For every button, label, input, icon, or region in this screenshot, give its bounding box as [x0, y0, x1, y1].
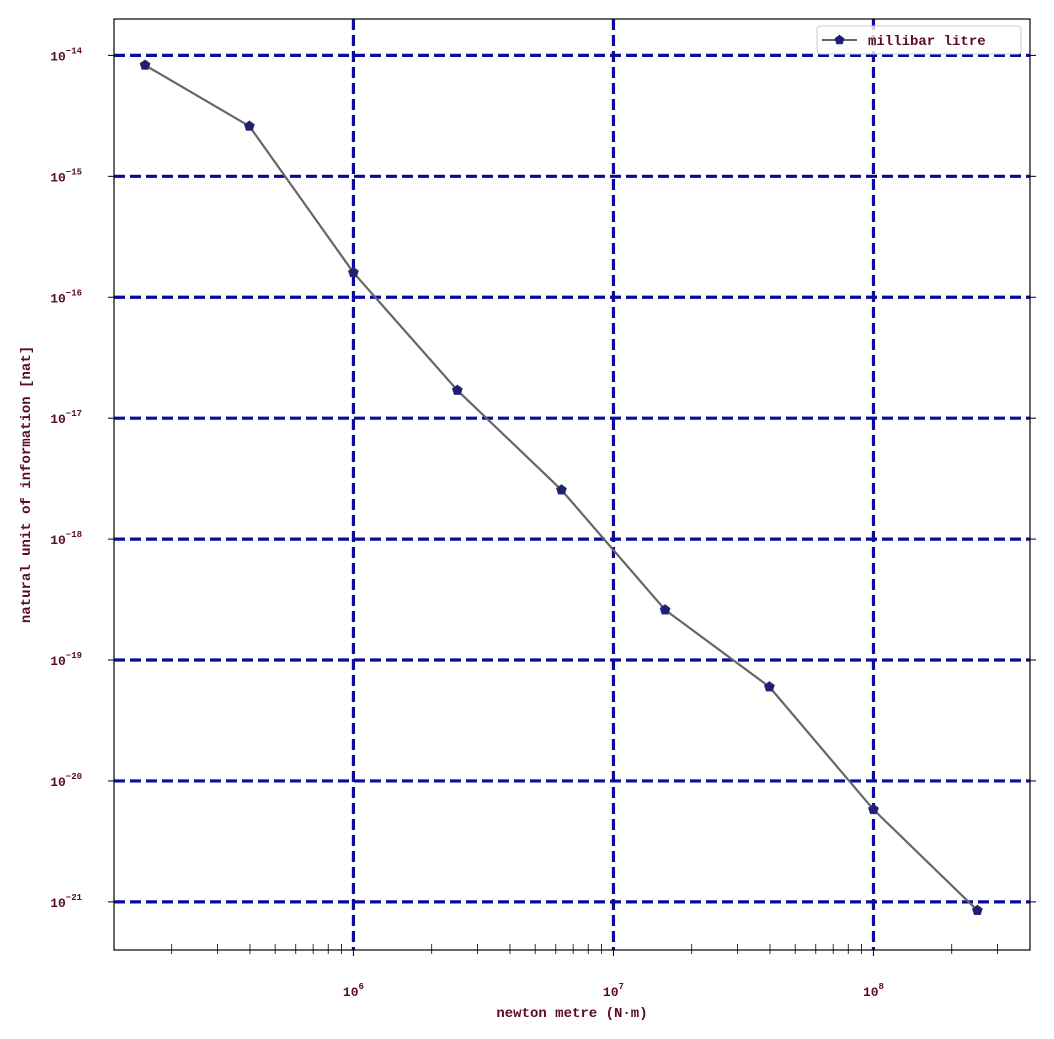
y-tick-label: 10−18	[50, 530, 82, 548]
data-point	[348, 266, 359, 278]
data-point	[139, 59, 151, 70]
legend-box	[816, 25, 1022, 55]
tick-labels: 106 107 108 10−14 10−15 10−16 10−17 10−18 10−19 1…	[50, 46, 884, 1000]
legend: millibar litre	[816, 25, 1022, 55]
axis-ticks	[108, 54, 1036, 956]
y-tick-label: 10−17	[50, 409, 82, 427]
data-point	[243, 120, 255, 131]
data-point	[971, 904, 983, 916]
series-layer	[139, 59, 983, 916]
x-axis-title: newton metre (N·m)	[496, 1006, 647, 1022]
y-axis-title: natural unit of information [nat]	[19, 346, 35, 623]
plot-frame	[113, 18, 1031, 951]
y-tick-label: 10−15	[50, 167, 82, 185]
legend-label: millibar litre	[868, 34, 986, 50]
x-tick-label: 108	[863, 982, 884, 1000]
x-tick-label: 106	[343, 982, 364, 1000]
data-point	[868, 803, 879, 815]
y-tick-label: 10−21	[50, 893, 82, 911]
x-tick-label: 107	[603, 982, 624, 1000]
y-tick-label: 10−19	[50, 651, 82, 669]
legend-marker-swatch	[834, 34, 845, 45]
y-tick-label: 10−16	[50, 288, 82, 306]
y-tick-label: 10−14	[50, 46, 82, 64]
grid-lines	[114, 19, 1030, 950]
data-point	[659, 604, 671, 615]
data-point	[556, 484, 567, 495]
data-point	[451, 384, 463, 395]
y-tick-label: 10−20	[50, 772, 82, 790]
data-point	[763, 681, 775, 692]
